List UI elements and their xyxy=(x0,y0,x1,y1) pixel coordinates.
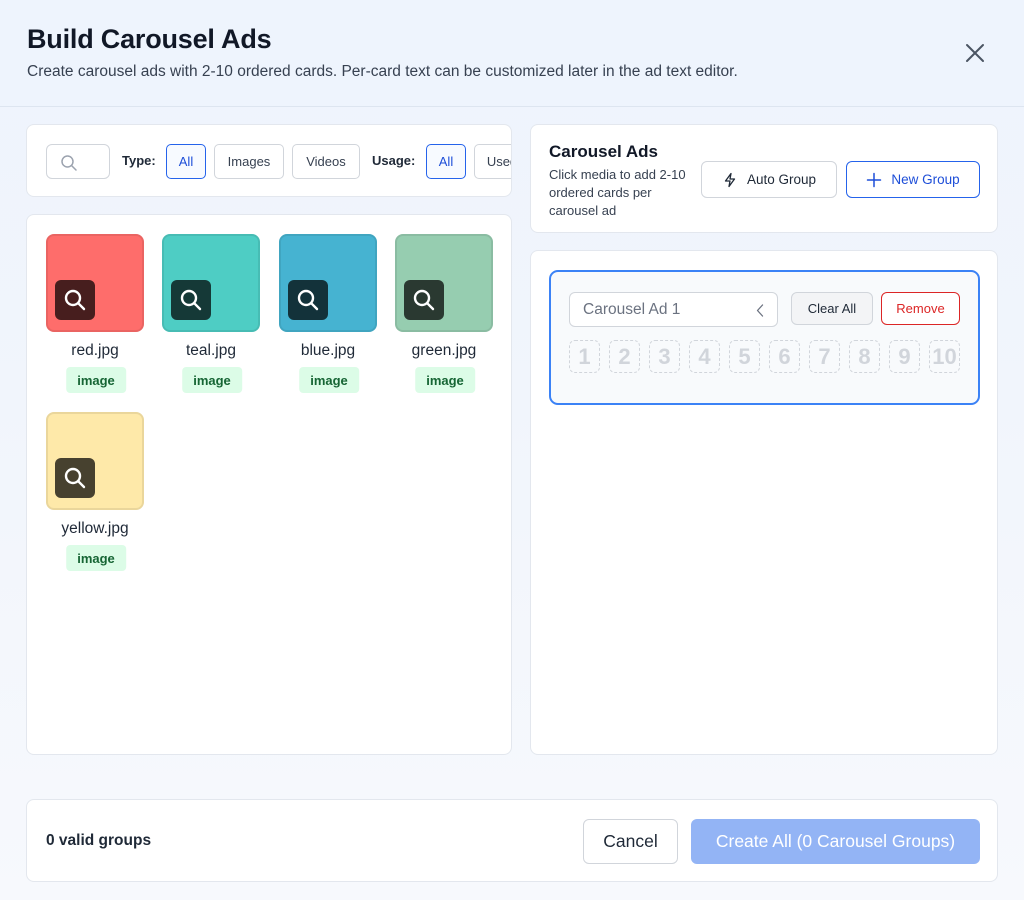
card-slot[interactable]: 10 xyxy=(929,340,960,373)
media-type-badge: image xyxy=(299,367,359,393)
preview-button[interactable] xyxy=(171,280,211,320)
zoom-icon xyxy=(180,289,202,311)
zoom-icon xyxy=(413,289,435,311)
type-filter-videos[interactable]: Videos xyxy=(292,144,360,179)
type-filter-all[interactable]: All xyxy=(166,144,206,179)
zoom-icon xyxy=(64,467,86,489)
search-icon xyxy=(61,155,77,171)
group-name-input[interactable]: Carousel Ad 1 xyxy=(569,292,778,327)
preview-button[interactable] xyxy=(55,458,95,498)
card-slot[interactable]: 2 xyxy=(609,340,640,373)
card-slot[interactable]: 5 xyxy=(729,340,760,373)
new-group-button[interactable]: New Group xyxy=(846,161,980,198)
media-type-badge: image xyxy=(415,367,475,393)
lightning-icon xyxy=(724,172,736,187)
card-slot[interactable]: 9 xyxy=(889,340,920,373)
close-icon xyxy=(966,44,984,62)
media-type-badge: image xyxy=(66,367,126,393)
media-filename: green.jpg xyxy=(411,342,477,359)
dialog-footer: 0 valid groups Cancel Create All (0 Caro… xyxy=(26,799,998,882)
carousel-groups-panel: Carousel Ad 1 Clear All Remove 1 2 3 4 5… xyxy=(530,250,998,755)
media-type-badge: image xyxy=(182,367,242,393)
type-filter-label: Type: xyxy=(122,153,156,168)
valid-groups-status: 0 valid groups xyxy=(46,832,152,849)
create-all-button[interactable]: Create All (0 Carousel Groups) xyxy=(691,819,980,864)
media-library: red.jpg image teal.jpg image blue.jpg im… xyxy=(26,214,512,755)
card-slot[interactable]: 6 xyxy=(769,340,800,373)
dialog-subtitle: Create carousel ads with 2-10 ordered ca… xyxy=(27,63,738,80)
carousel-ads-title: Carousel Ads xyxy=(549,142,658,161)
media-filename: teal.jpg xyxy=(186,342,236,359)
usage-filter-all[interactable]: All xyxy=(426,144,466,179)
carousel-group-card[interactable]: Carousel Ad 1 Clear All Remove 1 2 3 4 5… xyxy=(549,270,980,405)
media-type-badge: image xyxy=(66,545,126,571)
type-filter-images[interactable]: Images xyxy=(214,144,284,179)
remove-group-button[interactable]: Remove xyxy=(881,292,960,325)
preview-button[interactable] xyxy=(55,280,95,320)
chevron-left-icon[interactable] xyxy=(756,304,764,317)
auto-group-button[interactable]: Auto Group xyxy=(701,161,837,198)
media-filename: red.jpg xyxy=(71,342,119,359)
usage-filter-used[interactable]: Used xyxy=(474,144,511,179)
auto-group-label: Auto Group xyxy=(746,172,817,187)
carousel-ads-description: Click media to add 2-10 ordered cards pe… xyxy=(549,167,686,218)
plus-icon xyxy=(867,172,882,187)
cancel-button[interactable]: Cancel xyxy=(583,819,678,864)
close-button[interactable] xyxy=(958,36,992,70)
card-slot[interactable]: 3 xyxy=(649,340,680,373)
card-slot[interactable]: 8 xyxy=(849,340,880,373)
group-name-value: Carousel Ad 1 xyxy=(583,300,681,318)
card-slot[interactable]: 7 xyxy=(809,340,840,373)
zoom-icon xyxy=(64,289,86,311)
clear-all-button[interactable]: Clear All xyxy=(791,292,873,325)
preview-button[interactable] xyxy=(288,280,328,320)
carousel-ads-header: Carousel Ads Click media to add 2-10 ord… xyxy=(530,124,998,233)
usage-filter-label: Usage: xyxy=(372,153,416,168)
preview-button[interactable] xyxy=(404,280,444,320)
search-input[interactable] xyxy=(46,144,110,179)
media-filename: yellow.jpg xyxy=(61,520,129,537)
new-group-label: New Group xyxy=(891,172,960,187)
card-slot[interactable]: 4 xyxy=(689,340,720,373)
dialog-title: Build Carousel Ads xyxy=(27,24,272,54)
media-filter-bar: Type: All Images Videos Usage: All Used xyxy=(26,124,512,197)
media-filename: blue.jpg xyxy=(300,342,356,359)
card-slot[interactable]: 1 xyxy=(569,340,600,373)
dialog-header: Build Carousel Ads Create carousel ads w… xyxy=(0,0,1024,107)
zoom-icon xyxy=(297,289,319,311)
